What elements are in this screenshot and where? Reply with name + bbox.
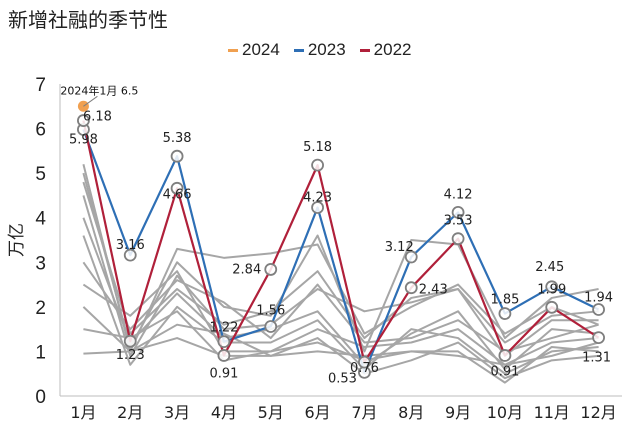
data-label-2022: 1.99 bbox=[537, 282, 566, 297]
data-label-2023: 1.85 bbox=[490, 293, 519, 308]
legend-label-2024: 2024 bbox=[242, 40, 280, 59]
background-series-line bbox=[82, 195, 599, 357]
data-label-2023: 5.98 bbox=[69, 132, 98, 147]
data-point-2023 bbox=[545, 280, 559, 294]
data-point-2023 bbox=[170, 149, 184, 163]
x-tick-label: 7月 bbox=[351, 403, 377, 422]
data-label-2023: 4.23 bbox=[303, 190, 332, 205]
data-label-2023: 1.22 bbox=[209, 321, 238, 336]
data-point-2022 bbox=[545, 300, 559, 314]
legend: 2024 2023 2022 bbox=[228, 40, 411, 60]
data-point-2022 bbox=[358, 355, 371, 369]
annotation-leader bbox=[83, 95, 98, 107]
y-tick-label: 1 bbox=[35, 342, 46, 363]
x-tick-label: 3月 bbox=[164, 403, 190, 422]
data-label-2022: 4.66 bbox=[163, 187, 192, 202]
x-tick-label: 5月 bbox=[258, 403, 284, 422]
series-line-2023 bbox=[82, 129, 600, 374]
data-point-2023 bbox=[498, 307, 512, 320]
data-point-2022 bbox=[217, 349, 231, 362]
data-label-2023: 3.12 bbox=[385, 240, 414, 255]
x-tick-label: 10月 bbox=[487, 403, 523, 422]
data-point-2023 bbox=[217, 335, 231, 349]
data-label-2022: 0.76 bbox=[350, 361, 379, 376]
data-point-2023 bbox=[264, 320, 278, 333]
data-label-2022: 1.23 bbox=[116, 348, 145, 363]
data-point-2022 bbox=[77, 114, 90, 127]
data-label-2023: 4.12 bbox=[444, 187, 473, 202]
background-series-line bbox=[82, 306, 599, 380]
x-tick-label: 8月 bbox=[398, 403, 424, 422]
data-label-2023: 1.94 bbox=[584, 291, 613, 306]
data-label-2022: 0.91 bbox=[490, 364, 519, 379]
data-label-2022: 2.84 bbox=[232, 262, 261, 277]
data-point-2022 bbox=[451, 232, 465, 246]
y-tick-label: 0 bbox=[35, 387, 46, 408]
y-tick-label: 4 bbox=[35, 209, 46, 230]
data-point-2022 bbox=[498, 349, 512, 362]
data-point-2023 bbox=[404, 250, 418, 264]
x-tick-label: 6月 bbox=[304, 403, 330, 422]
x-tick-label: 1月 bbox=[70, 403, 96, 422]
y-tick-label: 6 bbox=[35, 120, 46, 141]
data-label-2022: 6.18 bbox=[83, 110, 112, 125]
legend-item-2022: 2022 bbox=[359, 40, 412, 60]
background-series-line bbox=[82, 181, 599, 357]
y-tick-label: 7 bbox=[35, 75, 46, 96]
legend-swatch-2023 bbox=[293, 48, 304, 52]
data-point-2022 bbox=[592, 331, 605, 345]
data-label-2023: 2.45 bbox=[535, 260, 564, 275]
data-point-2022 bbox=[170, 181, 184, 195]
x-tick-label: 2月 bbox=[117, 403, 143, 422]
legend-item-2024: 2024 bbox=[228, 40, 280, 60]
data-label-2022: 5.18 bbox=[303, 140, 332, 155]
data-point-2022 bbox=[123, 334, 137, 348]
data-point-2023 bbox=[592, 303, 605, 316]
data-label-2022: 1.31 bbox=[582, 351, 611, 366]
x-tick-label: 9月 bbox=[445, 403, 471, 422]
x-tick-label: 12月 bbox=[580, 403, 616, 422]
data-label-2022: 2.43 bbox=[419, 283, 448, 298]
data-label-2023: 5.38 bbox=[163, 131, 192, 146]
legend-swatch-2024 bbox=[228, 48, 238, 52]
data-point-2023 bbox=[311, 201, 324, 214]
y-tick-label: 5 bbox=[35, 164, 46, 185]
data-label-2022: 3.53 bbox=[444, 214, 473, 229]
data-point-2022 bbox=[404, 281, 418, 295]
data-point-2023 bbox=[123, 248, 137, 262]
legend-label-2023: 2023 bbox=[307, 40, 346, 59]
chart-title: 新增社融的季节性 bbox=[8, 8, 168, 32]
data-label-2023: 1.56 bbox=[256, 303, 285, 318]
x-tick-label: 11月 bbox=[534, 403, 570, 422]
data-label-2022: 0.91 bbox=[209, 366, 238, 381]
background-series-line bbox=[82, 261, 599, 353]
legend-swatch-2022 bbox=[359, 48, 370, 52]
y-tick-label: 2 bbox=[35, 298, 46, 319]
legend-label-2022: 2022 bbox=[373, 40, 412, 59]
series-line-2022 bbox=[82, 120, 600, 364]
data-label-2023: 0.53 bbox=[328, 371, 357, 386]
data-point-2022 bbox=[311, 158, 324, 172]
x-tick-label: 4月 bbox=[211, 403, 237, 422]
data-point-2022 bbox=[264, 263, 278, 276]
y-axis-label: 万亿 bbox=[7, 223, 27, 257]
annotation-2024-label: 2024年1月 6.5 bbox=[60, 83, 138, 97]
background-series-line bbox=[83, 337, 599, 366]
background-series-line bbox=[83, 310, 599, 384]
background-series-line bbox=[82, 270, 599, 366]
y-tick-label: 3 bbox=[35, 253, 46, 274]
legend-item-2023: 2023 bbox=[293, 40, 346, 60]
data-label-2023: 3.16 bbox=[116, 238, 145, 253]
data-point-2023 bbox=[451, 205, 465, 219]
